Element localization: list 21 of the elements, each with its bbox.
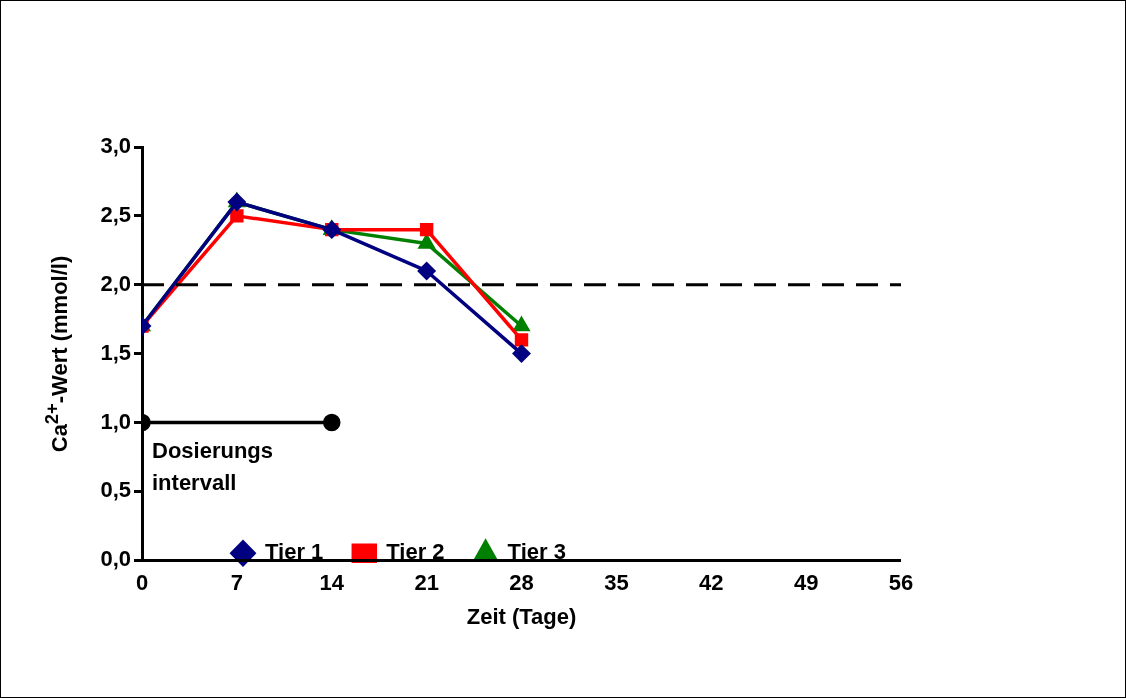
legend-label: Tier 3: [507, 539, 566, 565]
x-tick-label: 0: [135, 570, 149, 596]
y-tick-label: 0,5: [100, 477, 131, 503]
y-tick-label: 2,0: [100, 270, 131, 296]
y-tick-label: 2,5: [100, 201, 131, 227]
y-tick-label: 1,0: [100, 408, 131, 434]
x-tick-label: 14: [319, 570, 345, 596]
x-tick-label: 35: [604, 570, 629, 596]
y-tick-label: 1,5: [100, 339, 131, 365]
x-tick-label: 42: [699, 570, 724, 596]
x-tick-label: 21: [414, 570, 439, 596]
x-tick-label: 7: [230, 570, 243, 596]
y-tick-label: 3,0: [100, 133, 131, 159]
x-tick-label: 28: [509, 570, 534, 596]
x-tick-label: 49: [793, 570, 819, 596]
x-axis-title: Zeit (Tage): [466, 603, 577, 629]
annotation: Dosierungs intervall: [152, 437, 274, 495]
legend-label: Tier 1: [265, 539, 324, 565]
legend-label: Tier 2: [386, 539, 445, 565]
y-tick-label: 0,0: [100, 546, 131, 572]
x-tick-label: 56: [888, 570, 914, 596]
